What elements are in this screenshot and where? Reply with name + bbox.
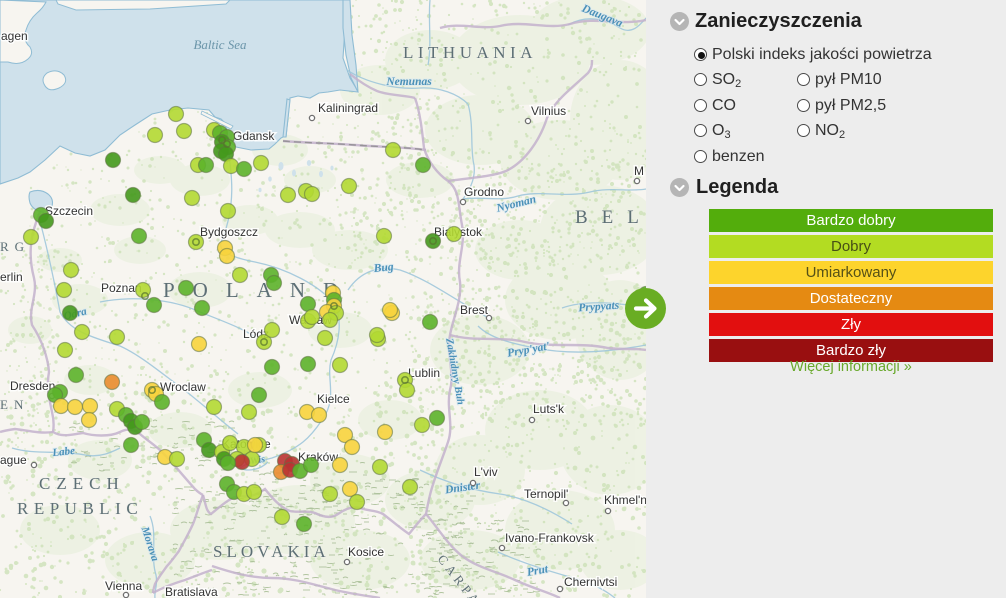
svg-text:REPUBLIC: REPUBLIC (17, 499, 143, 518)
svg-text:Luts'k: Luts'k (533, 402, 565, 416)
svg-text:Ivano-Frankovsk: Ivano-Frankovsk (505, 531, 595, 545)
svg-text:CZECH: CZECH (39, 474, 125, 493)
svg-text:Vienna: Vienna (105, 579, 142, 593)
svg-text:Bratislava: Bratislava (165, 585, 218, 598)
svg-text:Poznan: Poznan (101, 281, 142, 295)
svg-text:Lublin: Lublin (408, 366, 440, 380)
svg-text:Chernivtsi: Chernivtsi (564, 575, 617, 589)
svg-text:Ternopil': Ternopil' (524, 487, 568, 501)
svg-text:Baltic Sea: Baltic Sea (193, 37, 247, 52)
svg-text:Grodno: Grodno (464, 185, 504, 199)
svg-text:Prypyats: Prypyats (578, 300, 620, 315)
svg-text:EN: EN (0, 397, 29, 412)
svg-text:M: M (634, 164, 644, 178)
svg-text:Vilnius: Vilnius (531, 104, 566, 118)
svg-text:SLOVAKIA: SLOVAKIA (213, 542, 330, 561)
svg-text:Kielce: Kielce (317, 392, 350, 406)
svg-text:LITHUANIA: LITHUANIA (403, 43, 537, 62)
svg-text:L'viv: L'viv (474, 465, 498, 479)
svg-text:BEL: BEL (575, 207, 646, 228)
svg-text:Khmel'ni: Khmel'ni (604, 493, 646, 507)
svg-text:Bug: Bug (372, 261, 394, 275)
svg-text:Wroclaw: Wroclaw (160, 380, 206, 394)
svg-text:agen: agen (1, 29, 28, 43)
svg-text:Dresden: Dresden (10, 379, 55, 393)
svg-text:Prut: Prut (526, 563, 550, 579)
svg-text:Nemunas: Nemunas (385, 76, 432, 88)
svg-text:Kaliningrad: Kaliningrad (318, 101, 378, 115)
svg-text:Kosice: Kosice (348, 545, 384, 559)
svg-text:erlin: erlin (0, 270, 23, 284)
svg-text:Gdansk: Gdansk (233, 129, 275, 143)
svg-text:Szczecin: Szczecin (45, 204, 93, 218)
svg-text:ague: ague (0, 453, 27, 467)
svg-text:Bydgoszcz: Bydgoszcz (200, 225, 258, 239)
svg-text:RG: RG (0, 239, 30, 254)
svg-text:Labe: Labe (51, 445, 76, 459)
svg-text:Brest: Brest (460, 303, 489, 317)
